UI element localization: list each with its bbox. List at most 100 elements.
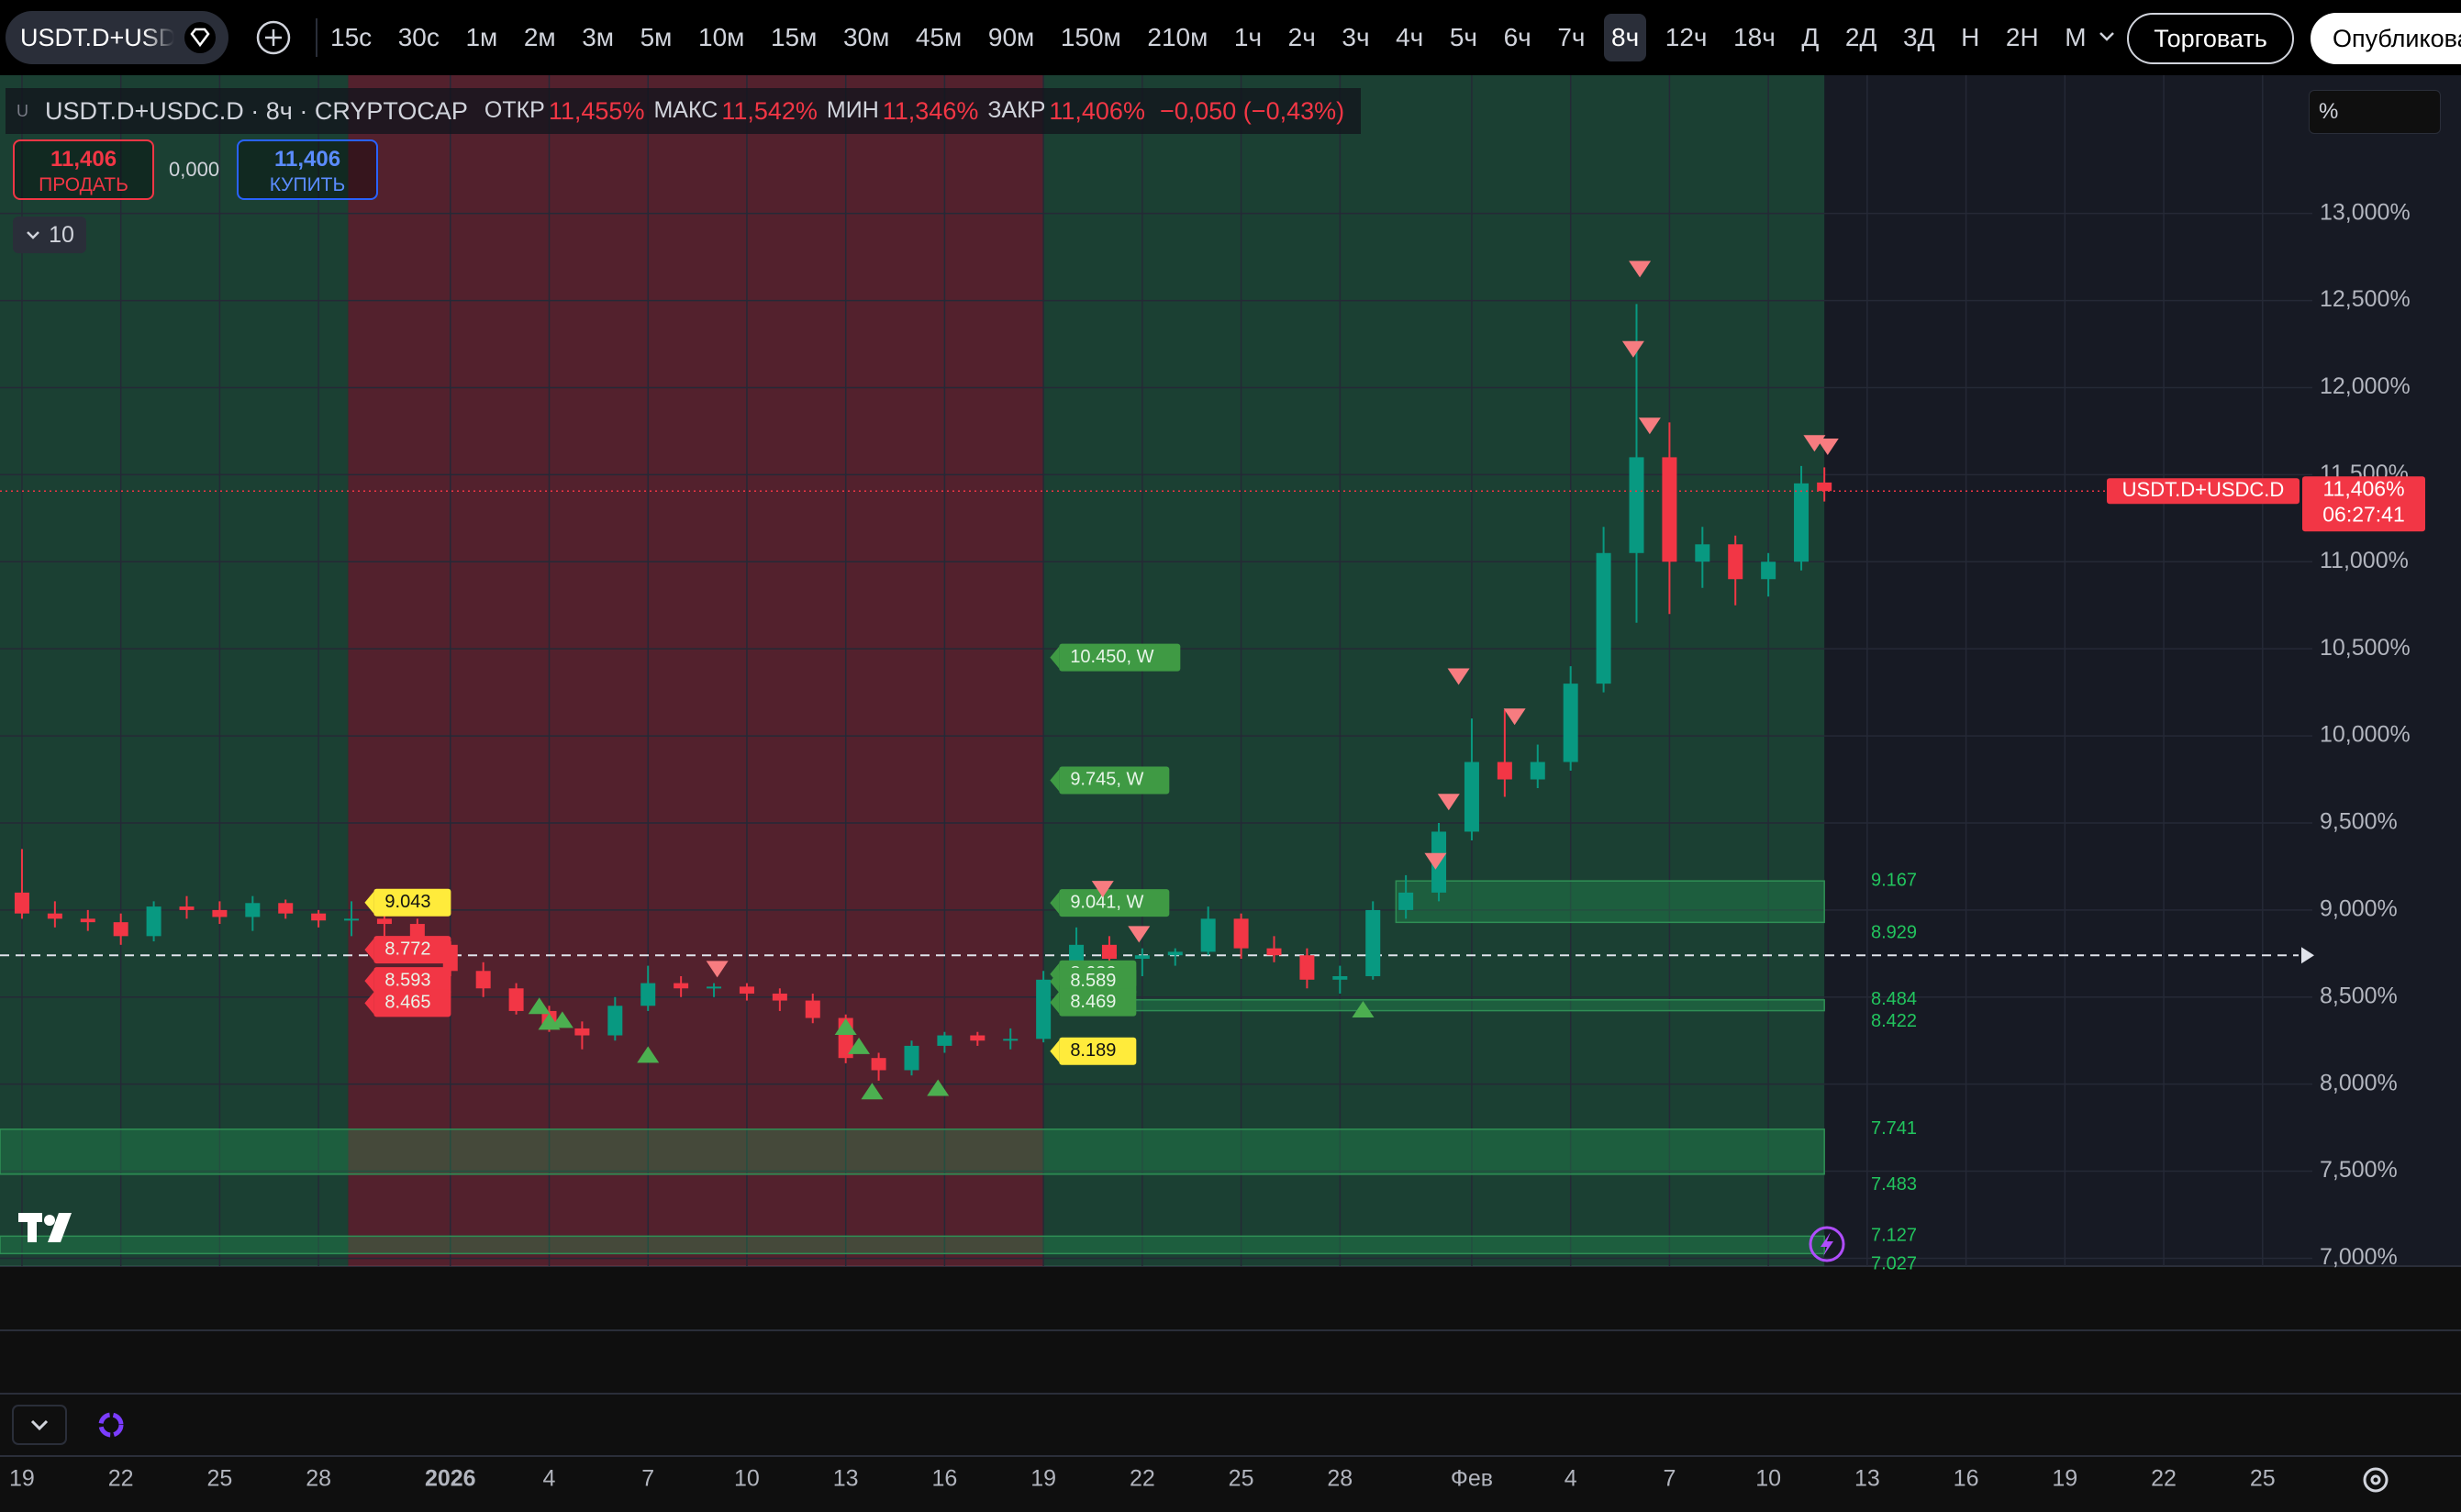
indicators-count: 10	[49, 221, 74, 248]
timeframe-button[interactable]: Н	[1961, 23, 1980, 51]
level-label: 8.484	[1871, 989, 1917, 1009]
timeframe-button[interactable]: 3Д	[1903, 23, 1935, 51]
annotation-label: 8.465	[384, 993, 430, 1013]
timeframe-button[interactable]: 150м	[1060, 23, 1121, 51]
timeframe-button[interactable]: 2м	[523, 23, 556, 51]
refresh-icon[interactable]	[98, 1412, 124, 1438]
buy-label: КУПИТЬ	[269, 174, 346, 195]
signal-marker	[1629, 261, 1652, 278]
more-timeframes[interactable]	[2096, 26, 2118, 48]
timeframe-button[interactable]: 12ч	[1665, 23, 1708, 51]
scale-mode-label: %	[2319, 99, 2339, 124]
sell-button[interactable]: 11,406 ПРОДАТЬ	[13, 139, 154, 200]
scale-mode[interactable]: %	[2309, 90, 2441, 134]
x-tick-label: 22	[2151, 1466, 2177, 1492]
timeframe-button[interactable]: М	[2065, 23, 2087, 51]
signal-marker	[834, 1018, 857, 1036]
candle-body	[1817, 482, 1832, 492]
candle-body	[475, 971, 491, 989]
trade-button[interactable]: Торговать	[2127, 13, 2294, 64]
timeframe-button[interactable]: 2Н	[2005, 23, 2039, 51]
timeframe-button[interactable]: 1ч	[1233, 23, 1263, 51]
settings-icon[interactable]	[2363, 1467, 2389, 1493]
candle-body	[607, 1006, 623, 1036]
x-tick-label: 19	[9, 1466, 35, 1492]
candle-body	[1728, 544, 1743, 580]
y-tick-label: 8,000%	[2320, 1070, 2398, 1095]
timeframe-button[interactable]: 6ч	[1503, 23, 1531, 51]
lightning-icon[interactable]	[1809, 1226, 1845, 1262]
signal-marker	[1816, 439, 1839, 456]
timeframe-button[interactable]: 7ч	[1557, 23, 1586, 51]
timeframe-button[interactable]: 30м	[842, 23, 890, 51]
symbol-logo: U	[17, 101, 28, 120]
annotation-box	[1059, 643, 1181, 672]
x-tick-label: 25	[206, 1466, 232, 1492]
chart-layers: 19 22 25 28 2026 4 7 10 13 16 19 22 25 28 Фев 4 7 10 13 16 1…	[0, 75, 2425, 1492]
timeframe-button[interactable]: 18ч	[1733, 23, 1776, 51]
timeframe-button[interactable]: 4ч	[1396, 23, 1424, 51]
x-tick-label: 2026	[425, 1466, 476, 1492]
legend-field-value: 11,455%	[548, 96, 645, 125]
timeframe-button[interactable]: 8ч	[1604, 14, 1647, 61]
annotation-pointer	[364, 891, 374, 914]
candle-body	[937, 1035, 952, 1046]
candle-body	[1761, 561, 1776, 580]
timeframe-button[interactable]: 10м	[698, 23, 745, 51]
level-label: 9.167	[1871, 870, 1917, 890]
signal-marker	[1128, 926, 1151, 943]
candle-body	[245, 903, 261, 917]
candle-body	[1563, 684, 1578, 762]
timeframe-button[interactable]: 3м	[582, 23, 615, 51]
annotation-label: 9.041, W	[1070, 892, 1143, 912]
candle-body	[871, 1058, 886, 1071]
sell-label: ПРОДАТЬ	[39, 174, 128, 195]
timeframe-button[interactable]: 2Д	[1844, 23, 1877, 51]
legend-field-label: МИН	[826, 96, 879, 123]
publish-button[interactable]: Опубликовать	[2311, 13, 2461, 64]
candle-body	[1530, 762, 1545, 780]
timeframe-button[interactable]: 5м	[640, 23, 673, 51]
signal-marker	[1503, 708, 1526, 726]
symbol-search[interactable]: USDT.D+USDC.D	[6, 11, 228, 64]
timeframe-button[interactable]: 45м	[915, 23, 963, 51]
x-tick-label: 7	[1663, 1466, 1676, 1492]
last-price-label: 11,406%	[2322, 476, 2404, 500]
signal-marker	[1437, 794, 1460, 811]
candle-body	[278, 903, 294, 914]
timeframe-button[interactable]: 15с	[330, 23, 373, 51]
candle-body	[1003, 1039, 1019, 1041]
add-symbol[interactable]	[255, 19, 292, 56]
x-tick-label: 4	[1565, 1466, 1577, 1492]
candle-body	[376, 918, 392, 925]
x-tick-label: 19	[1030, 1466, 1056, 1492]
collapse-button[interactable]	[12, 1405, 67, 1445]
timeframe-button[interactable]: 210м	[1147, 23, 1208, 51]
annotation-box	[373, 967, 451, 995]
timeframe-button[interactable]: Д	[1801, 23, 1820, 51]
level-label: 7.741	[1871, 1118, 1917, 1139]
crosshair-arrow	[2301, 947, 2314, 964]
timeframe-button[interactable]: 90м	[987, 23, 1035, 51]
timeframe-button[interactable]: 15м	[770, 23, 818, 51]
buy-button[interactable]: 11,406 КУПИТЬ	[237, 139, 378, 200]
indicators-toggle[interactable]: 10	[13, 217, 86, 253]
last-price-box	[2302, 476, 2425, 532]
signal-marker	[1447, 668, 1470, 685]
candle-body	[1596, 552, 1611, 684]
timeframe-button[interactable]: 5ч	[1449, 23, 1478, 51]
candle-body	[1200, 918, 1216, 952]
timeframe-button[interactable]: 1м	[465, 23, 498, 51]
annotation-pointer	[1050, 991, 1060, 1014]
timeframe-button[interactable]: 3ч	[1342, 23, 1370, 51]
countdown-label: 06:27:41	[2322, 502, 2405, 526]
annotation-box	[373, 936, 451, 964]
annotation-pointer	[1050, 646, 1060, 669]
last-price-symbol-box	[2107, 478, 2300, 505]
candle-body	[1101, 944, 1117, 960]
x-tick-label: 22	[108, 1466, 134, 1492]
timeframe-button[interactable]: 30с	[397, 23, 440, 51]
timeframe-button[interactable]: 2ч	[1287, 23, 1316, 51]
